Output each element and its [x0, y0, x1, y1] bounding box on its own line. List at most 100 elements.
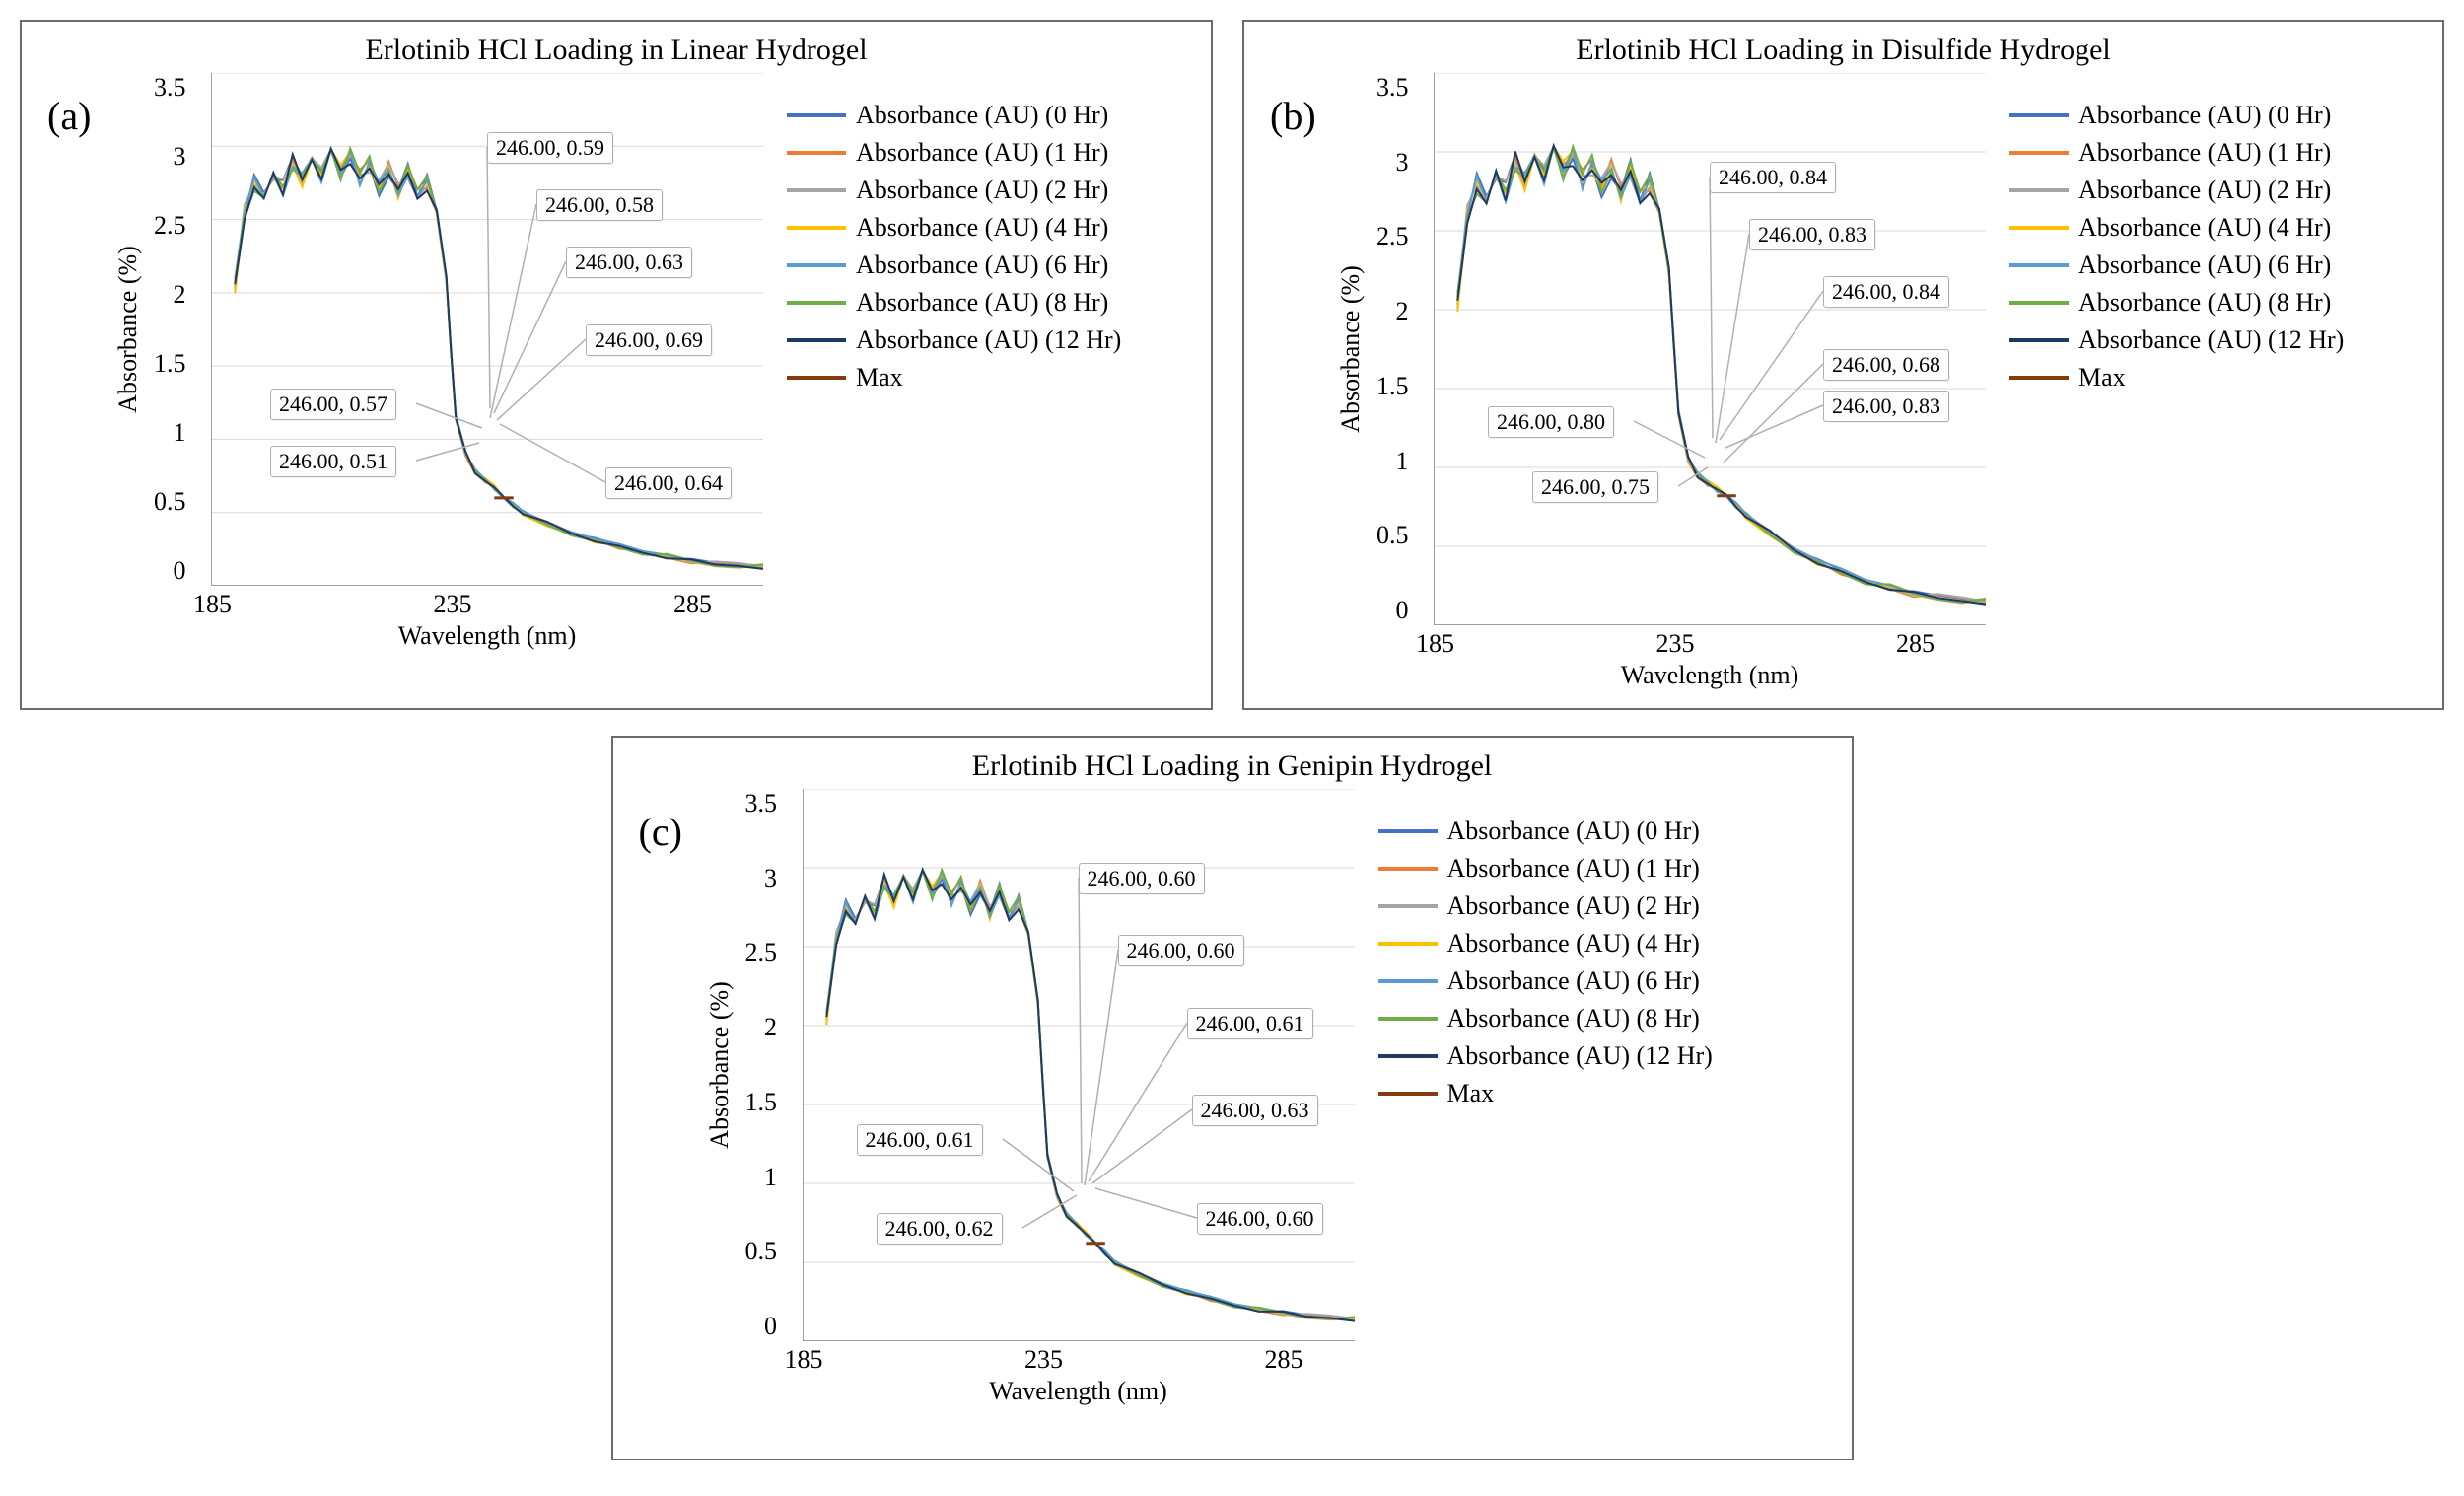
data-callout: 246.00, 0.84 — [1823, 276, 1949, 308]
legend-label: Absorbance (AU) (1 Hr) — [1447, 854, 1700, 884]
y-tick: 2.5 — [1376, 222, 1409, 251]
legend-label: Absorbance (AU) (12 Hr) — [1447, 1041, 1713, 1071]
chart-title: Erlotinib HCl Loading in Disulfide Hydro… — [1258, 34, 2429, 67]
chart-panel-c: Erlotinib HCl Loading in Genipin Hydroge… — [611, 736, 1854, 1460]
y-tick: 3 — [1396, 148, 1409, 178]
x-tick: 285 — [1264, 1345, 1302, 1375]
legend-label: Absorbance (AU) (2 Hr) — [856, 176, 1108, 205]
series-line — [235, 150, 763, 567]
legend-label: Max — [856, 363, 903, 392]
y-tick: 2 — [764, 1013, 777, 1042]
legend-label: Absorbance (AU) (2 Hr) — [1447, 891, 1700, 921]
legend-item: Absorbance (AU) (2 Hr) — [1378, 891, 1713, 921]
series-line — [235, 150, 763, 568]
legend-swatch — [787, 226, 846, 230]
legend-label: Absorbance (AU) (4 Hr) — [2078, 213, 2331, 243]
plot-wrap: 3.532.521.510.50246.00, 0.59246.00, 0.58… — [211, 73, 763, 651]
legend-swatch — [1378, 904, 1438, 908]
data-callout: 246.00, 0.80 — [1488, 406, 1614, 438]
legend-swatch — [1378, 829, 1438, 833]
legend-label: Absorbance (AU) (0 Hr) — [856, 101, 1108, 130]
legend-item: Absorbance (AU) (12 Hr) — [787, 325, 1121, 355]
legend-label: Max — [1447, 1079, 1495, 1108]
legend-label: Absorbance (AU) (0 Hr) — [1447, 817, 1700, 846]
x-tick-labels: 185235285 — [211, 590, 763, 619]
legend-item: Absorbance (AU) (0 Hr) — [2009, 101, 2344, 130]
legend-item: Max — [2009, 363, 2344, 392]
legend-item: Absorbance (AU) (0 Hr) — [1378, 817, 1713, 846]
y-tick: 0 — [1396, 596, 1409, 625]
legend-label: Max — [2078, 363, 2126, 392]
y-tick: 0.5 — [1376, 521, 1409, 550]
y-axis-label: Absorbance (%) — [705, 981, 735, 1149]
y-tick: 2.5 — [745, 938, 778, 967]
legend-swatch — [2009, 301, 2069, 305]
y-tick-labels: 3.532.521.510.50 — [154, 73, 186, 586]
legend-swatch — [1378, 867, 1438, 871]
x-tick-labels: 185235285 — [803, 1345, 1355, 1375]
legend-label: Absorbance (AU) (8 Hr) — [2078, 288, 2331, 318]
legend-item: Absorbance (AU) (2 Hr) — [787, 176, 1121, 205]
y-tick: 1.5 — [745, 1088, 778, 1117]
legend-swatch — [2009, 188, 2069, 192]
legend-swatch — [1378, 979, 1438, 983]
legend-item: Absorbance (AU) (2 Hr) — [2009, 176, 2344, 205]
legend-item: Absorbance (AU) (4 Hr) — [787, 213, 1121, 243]
chart-title: Erlotinib HCl Loading in Genipin Hydroge… — [627, 749, 1838, 783]
legend-label: Absorbance (AU) (6 Hr) — [2078, 250, 2331, 280]
x-axis-label: Wavelength (nm) — [1434, 661, 1986, 690]
x-tick: 285 — [1896, 629, 1935, 659]
legend-swatch — [1378, 942, 1438, 946]
legend-item: Absorbance (AU) (1 Hr) — [2009, 138, 2344, 168]
panel-sublabel: (c) — [639, 809, 682, 855]
legend-item: Max — [1378, 1079, 1713, 1108]
legend-item: Absorbance (AU) (1 Hr) — [787, 138, 1121, 168]
data-callout: 246.00, 0.60 — [1118, 935, 1244, 966]
y-tick: 0.5 — [154, 487, 186, 517]
y-tick: 0 — [764, 1312, 777, 1341]
chart-body: Absorbance (%)3.532.521.510.50246.00, 0.… — [35, 73, 1197, 651]
data-callout: 246.00, 0.69 — [586, 324, 712, 356]
data-callout: 246.00, 0.64 — [605, 467, 732, 499]
y-axis-label-box: Absorbance (%) — [1329, 73, 1373, 625]
legend-item: Absorbance (AU) (8 Hr) — [1378, 1004, 1713, 1033]
x-tick: 185 — [785, 1345, 823, 1375]
x-tick: 185 — [193, 590, 232, 619]
legend-swatch — [1378, 1017, 1438, 1021]
data-callout: 246.00, 0.60 — [1079, 863, 1205, 894]
legend-swatch — [2009, 338, 2069, 342]
legend-label: Absorbance (AU) (4 Hr) — [1447, 929, 1700, 959]
data-callout: 246.00, 0.63 — [566, 247, 692, 278]
legend-swatch — [2009, 226, 2069, 230]
legend-label: Absorbance (AU) (6 Hr) — [1447, 966, 1700, 996]
legend-label: Absorbance (AU) (8 Hr) — [856, 288, 1108, 318]
legend-label: Absorbance (AU) (6 Hr) — [856, 250, 1108, 280]
legend-swatch — [1378, 1054, 1438, 1058]
y-tick: 0 — [174, 556, 186, 586]
y-axis-label-box: Absorbance (%) — [698, 789, 741, 1341]
legend-label: Absorbance (AU) (2 Hr) — [2078, 176, 2331, 205]
series-line — [235, 148, 763, 566]
legend-swatch — [787, 151, 846, 155]
y-tick: 2.5 — [154, 211, 186, 241]
x-tick: 235 — [433, 590, 471, 619]
legend-swatch — [787, 301, 846, 305]
legend-swatch — [787, 376, 846, 380]
y-tick: 2 — [1396, 297, 1409, 326]
top-row: Erlotinib HCl Loading in Linear Hydrogel… — [20, 20, 2444, 710]
x-tick: 235 — [1655, 629, 1694, 659]
data-callout: 246.00, 0.60 — [1197, 1203, 1323, 1235]
legend-item: Absorbance (AU) (8 Hr) — [2009, 288, 2344, 318]
x-axis-label: Wavelength (nm) — [211, 621, 763, 651]
legend-swatch — [787, 113, 846, 117]
legend-label: Absorbance (AU) (0 Hr) — [2078, 101, 2331, 130]
data-callout: 246.00, 0.84 — [1710, 162, 1836, 193]
x-tick: 285 — [673, 590, 712, 619]
legend: Absorbance (AU) (0 Hr) Absorbance (AU) (1… — [2009, 101, 2344, 690]
data-callout: 246.00, 0.83 — [1823, 391, 1949, 422]
data-callout: 246.00, 0.61 — [857, 1124, 983, 1156]
y-tick: 2 — [174, 280, 186, 310]
legend-swatch — [2009, 263, 2069, 267]
legend-item: Absorbance (AU) (4 Hr) — [2009, 213, 2344, 243]
legend-item: Max — [787, 363, 1121, 392]
